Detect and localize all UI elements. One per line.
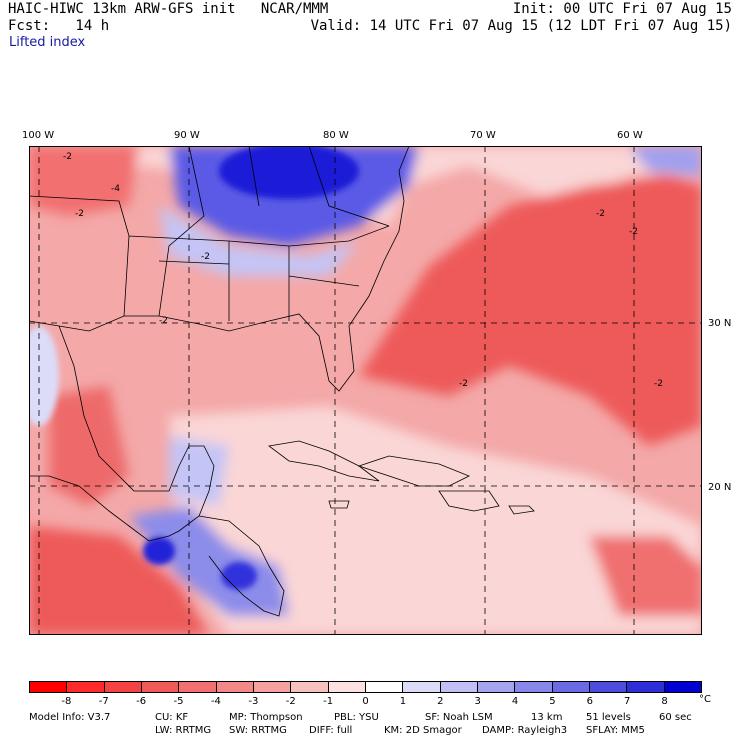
red-band-atlantic (359, 176, 702, 446)
colorbar-tick-label: 8 (661, 696, 668, 707)
info-resolution: 13 km (531, 712, 563, 723)
blue-core-guatemala (143, 537, 175, 565)
colorbar-tick-label: -4 (210, 696, 221, 707)
colorbar-tick-label: -2 (285, 696, 296, 707)
info-mp: MP: Thompson (229, 712, 303, 723)
colorbar-tick-label: -5 (173, 696, 184, 707)
colorbar-swatch (140, 682, 179, 692)
colorbar-swatch (626, 682, 664, 692)
colorbar-tick-label: 4 (511, 696, 519, 707)
colorbar-tick-label: 6 (586, 696, 594, 707)
graticule (29, 146, 702, 635)
lifted-index-map: -2 -4 -2 -2 -2 -2 -2 -2 -2 (29, 146, 702, 635)
colorbar-swatch (103, 682, 141, 692)
colorbar-swatch (551, 682, 589, 692)
blue-zone-central-america (129, 506, 289, 616)
colorbar-swatch (66, 682, 104, 692)
field-name: Lifted index (9, 35, 86, 50)
colorbar-tick-label: 5 (549, 696, 556, 707)
blue-zone-light-north (159, 206, 359, 276)
colorbar-swatch (476, 682, 515, 692)
blue-core-north (219, 146, 359, 199)
red-band-pacific (29, 526, 209, 635)
lat-label-20n: 20 N (708, 482, 732, 493)
contour-label: -2 (75, 209, 84, 219)
contour-label: -2 (629, 227, 638, 237)
lat-label-30n: 30 N (708, 318, 732, 329)
lon-label-80w: 80 W (323, 130, 349, 141)
contour-label: -4 (111, 184, 120, 194)
colorbar-swatch (215, 682, 253, 692)
model-title: HAIC-HIWC 13km ARW-GFS init NCAR/MMM (8, 1, 329, 17)
colorbar-tick-label: 3 (474, 696, 481, 707)
info-sflay: SFLAY: MM5 (586, 725, 645, 736)
contour-label: -2 (63, 152, 72, 162)
lon-label-70w: 70 W (470, 130, 496, 141)
info-cu: CU: KF (155, 712, 189, 723)
info-diff: DIFF: full (309, 725, 353, 736)
colorbar-swatch (402, 682, 440, 692)
red-zone-nw (29, 146, 139, 216)
contour-label: -2 (201, 252, 210, 262)
init-time: Init: 00 UTC Fri 07 Aug 15 (512, 1, 732, 17)
blue-zone-ne (629, 146, 702, 176)
contour-label: -2 (654, 379, 663, 389)
light-zone-western-mexico (29, 326, 59, 426)
colorbar-swatch (290, 682, 328, 692)
colorbar-swatch (327, 682, 365, 692)
colorbar-swatch (514, 682, 552, 692)
colorbar-swatch (439, 682, 477, 692)
colorbar-tick-label: 0 (362, 696, 369, 707)
colorbar-swatch (588, 682, 627, 692)
info-levels: 51 levels (586, 712, 631, 723)
lon-label-60w: 60 W (617, 130, 643, 141)
red-zone-east (589, 536, 702, 616)
info-damp: DAMP: Rayleigh3 (482, 725, 568, 736)
blue-core-honduras (221, 562, 257, 590)
colorbar-swatch (663, 682, 701, 692)
colorbar-tick-label: -7 (98, 696, 109, 707)
contour-label: -2 (159, 316, 168, 326)
colorbar-unit: °C (699, 694, 711, 705)
info-km: KM: 2D Smagor (384, 725, 462, 736)
colorbar-swatch (252, 682, 291, 692)
colorbar-swatch (30, 682, 67, 692)
colorbar-tick-label: -6 (136, 696, 147, 707)
colorbar-tick-label: 7 (624, 696, 631, 707)
info-pbl: PBL: YSU (334, 712, 379, 723)
info-model: Model Info: V3.7 (29, 712, 111, 723)
colorbar-swatch (178, 682, 216, 692)
colorbar-tick-label: -8 (61, 696, 72, 707)
info-sf: SF: Noah LSM (425, 712, 493, 723)
colorbar (29, 681, 702, 693)
info-lw: LW: RRTMG (155, 725, 212, 736)
lon-label-100w: 100 W (22, 130, 55, 141)
colorbar-swatch (364, 682, 403, 692)
info-sw: SW: RRTMG (229, 725, 287, 736)
valid-time: Valid: 14 UTC Fri 07 Aug 15 (12 LDT Fri … (310, 18, 732, 34)
colorbar-tick-label: -1 (323, 696, 334, 707)
contour-label: -2 (459, 379, 468, 389)
info-timestep: 60 sec (659, 712, 692, 723)
colorbar-tick-label: 2 (437, 696, 444, 707)
colorbar-tick-label: 1 (399, 696, 407, 707)
red-band-mexico (49, 386, 129, 506)
forecast-hour: Fcst: 14 h (8, 18, 110, 34)
contour-label: -2 (596, 209, 605, 219)
lon-label-90w: 90 W (174, 130, 200, 141)
colorbar-tick-label: -3 (248, 696, 259, 707)
blue-zone-mexico (169, 436, 229, 506)
